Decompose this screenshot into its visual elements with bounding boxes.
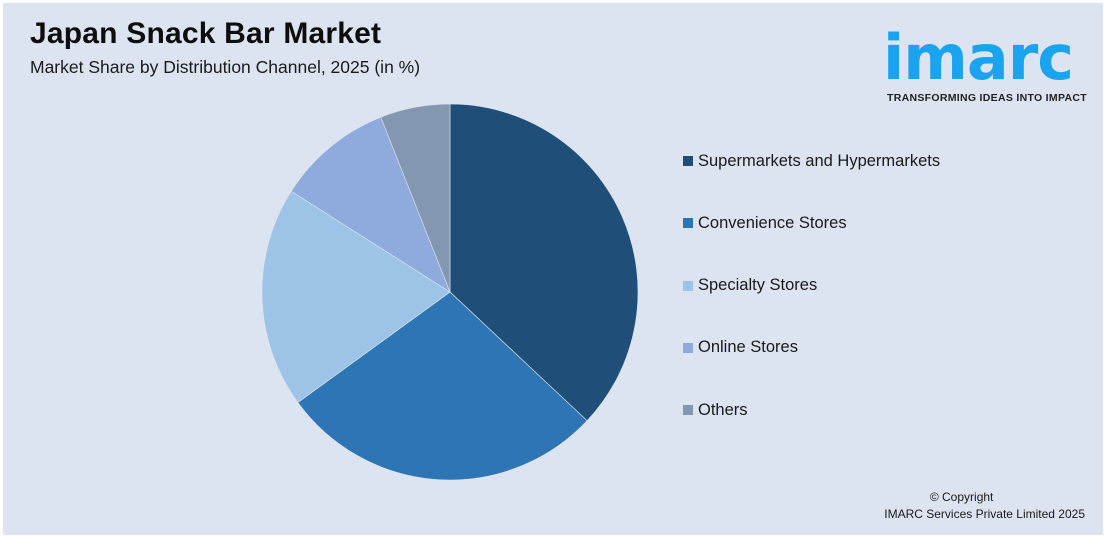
pie-slice-others — [380, 103, 451, 293]
pie-slice-convenience-stores — [297, 291, 588, 481]
copyright-notice: © Copyright IMARC Services Private Limit… — [884, 489, 1085, 523]
legend-label: Convenience Stores — [698, 213, 847, 232]
legend-label: Specialty Stores — [698, 276, 818, 295]
legend-label: Supermarkets and Hypermarkets — [698, 151, 941, 170]
logo-wordmark: imarc — [883, 21, 1074, 94]
legend-label: Others — [698, 400, 748, 419]
legend-item: Online Stores — [683, 338, 798, 358]
legend-swatch — [683, 280, 693, 291]
chart-frame: Japan Snack Bar Market Market Share by D… — [3, 3, 1103, 535]
legend-label: Online Stores — [698, 338, 798, 357]
chart-subtitle: Market Share by Distribution Channel, 20… — [30, 57, 421, 77]
copyright-line-2: IMARC Services Private Limited 2025 — [884, 507, 1085, 521]
legend-swatch — [683, 218, 693, 229]
chart-title: Japan Snack Bar Market — [30, 17, 382, 50]
legend-swatch — [683, 405, 693, 416]
legend-swatch — [683, 156, 693, 166]
pie-slice-supermarkets-and-hypermarkets — [449, 103, 639, 422]
legend-item: Specialty Stores — [683, 276, 817, 296]
pie-slice-specialty-stores — [261, 190, 451, 403]
pie-slice-online-stores — [290, 116, 451, 293]
imarc-logo: imarc TRANSFORMING IDEAS INTO IMPACT — [883, 13, 1098, 108]
copyright-line-1: © Copyright — [929, 490, 994, 504]
legend-item: Supermarkets and Hypermarkets — [683, 151, 940, 171]
legend-item: Convenience Stores — [683, 213, 847, 233]
legend-item: Others — [683, 400, 748, 420]
pie-chart — [261, 103, 639, 481]
legend-swatch — [683, 342, 693, 353]
logo-tagline: TRANSFORMING IDEAS INTO IMPACT — [887, 92, 1087, 104]
